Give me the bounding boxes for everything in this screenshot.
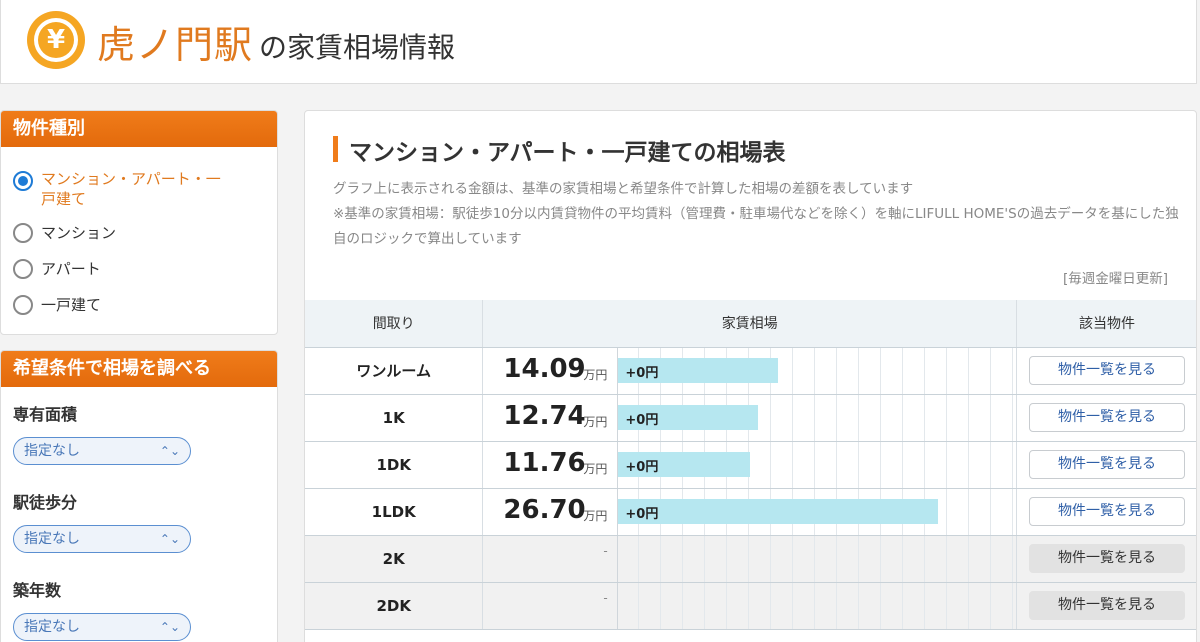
rent-unit: 万円 [583,508,608,523]
radio-icon [13,295,33,315]
rent-unit: 万円 [583,367,608,382]
view-listings-button[interactable]: 物件一覧を見る [1029,403,1185,432]
conditions-panel: 希望条件で相場を調べる 専有面積 指定なし ⌃⌄ 駅徒歩分 指定なし ⌃⌄ 築年… [0,350,278,642]
table-row: 1K 12.74 万円 +0円 物件一覧を見る [305,394,1196,442]
action-cell: 物件一覧を見る [1016,347,1196,395]
action-cell: 物件一覧を見る [1016,441,1196,489]
radio-house[interactable]: 一戸建て [1,293,277,317]
chevron-updown-icon: ⌃⌄ [159,444,180,458]
action-cell: 物件一覧を見る [1016,582,1196,630]
rent-price: 11.76 [503,447,586,478]
chart-grid [617,582,1018,629]
rent-empty: - [603,543,608,558]
view-listings-button[interactable]: 物件一覧を見る [1029,497,1185,526]
station-name: 虎ノ門駅 [97,23,254,67]
rent-diff: +0円 [625,412,659,428]
table-row: 2K - 物件一覧を見る [305,535,1196,583]
layout-cell: 2DK [305,582,484,630]
view-listings-button[interactable]: 物件一覧を見る [1029,591,1185,620]
table-row: 2DK - 物件一覧を見る [305,582,1196,630]
area-label: 専有面積 [13,405,78,424]
rent-price: 12.74 [503,400,586,431]
rent-empty: - [603,590,608,605]
view-listings-button[interactable]: 物件一覧を見る [1029,450,1185,479]
radio-apartment[interactable]: アパート [1,257,277,281]
rent-unit: 万円 [583,414,608,429]
radio-checked-icon [13,171,33,191]
description: グラフ上に表示される金額は、基準の家賃相場と希望条件で計算した相場の差額を表して… [333,177,1183,252]
action-cell: 物件一覧を見る [1016,535,1196,583]
rent-bar [618,357,779,383]
layout-cell: 1K [305,394,484,442]
age-label: 築年数 [13,581,62,600]
rent-cell: 26.70 万円 +0円 [482,488,1018,536]
radio-mansion[interactable]: マンション [1,221,277,245]
property-type-panel: 物件種別 マンション・アパート・一戸建て マンション アパート 一戸建て [0,110,278,335]
desc-line-2: ※基準の家賃相場：駅徒歩10分以内賃貸物件の平均賃料（管理費・駐車場代などを除く… [333,206,1179,247]
rent-price: 26.70 [503,494,586,525]
chart-grid [617,535,1018,582]
rent-price: 14.09 [503,353,586,384]
area-select[interactable]: 指定なし ⌃⌄ [13,437,191,465]
action-cell: 物件一覧を見る [1016,488,1196,536]
rent-bar [618,404,759,430]
header-layout: 間取り [305,300,484,348]
layout-cell: 1DK [305,441,484,489]
update-note: [毎週金曜日更新] [1062,271,1168,287]
rent-cell: - [482,535,1018,583]
header-rent: 家賃相場 [482,300,1017,348]
rent-bar [618,498,939,524]
age-select[interactable]: 指定なし ⌃⌄ [13,613,191,641]
chevron-updown-icon: ⌃⌄ [159,620,180,634]
conditions-title: 希望条件で相場を調べる [1,351,277,387]
table-row: 1LDK 26.70 万円 +0円 物件一覧を見る [305,488,1196,536]
rent-diff: +0円 [625,459,659,475]
rent-bar [618,451,751,477]
table-row: 1DK 11.76 万円 +0円 物件一覧を見る [305,441,1196,489]
rent-cell: 14.09 万円 +0円 [482,347,1018,395]
radio-icon [13,223,33,243]
layout-cell: ワンルーム [305,347,484,395]
view-listings-button[interactable]: 物件一覧を見る [1029,356,1185,385]
page-title-suffix: の家賃相場情報 [259,31,456,64]
radio-icon [13,259,33,279]
rent-diff: +0円 [625,506,659,522]
rent-cell: - [482,582,1018,630]
desc-line-1: グラフ上に表示される金額は、基準の家賃相場と希望条件で計算した相場の差額を表して… [333,181,914,197]
yen-icon: ¥ [27,11,85,69]
rent-diff: +0円 [625,365,659,381]
rent-cell: 12.74 万円 +0円 [482,394,1018,442]
header-properties: 該当物件 [1016,300,1196,348]
rent-table-panel: マンション・アパート・一戸建ての相場表 グラフ上に表示される金額は、基準の家賃相… [304,110,1197,642]
rent-cell: 11.76 万円 +0円 [482,441,1018,489]
page-header: ¥ 虎ノ門駅 の家賃相場情報 [0,0,1197,84]
property-type-title: 物件種別 [1,111,277,147]
rent-table: 間取り 家賃相場 該当物件 ワンルーム 14.09 万円 +0円 物件一覧を見る 1K 12… [305,300,1196,630]
action-cell: 物件一覧を見る [1016,394,1196,442]
layout-cell: 1LDK [305,488,484,536]
walk-label: 駅徒歩分 [13,493,78,512]
walk-select[interactable]: 指定なし ⌃⌄ [13,525,191,553]
table-row: ワンルーム 14.09 万円 +0円 物件一覧を見る [305,347,1196,395]
chevron-updown-icon: ⌃⌄ [159,532,180,546]
section-title: マンション・アパート・一戸建ての相場表 [333,133,786,167]
radio-all-types[interactable]: マンション・アパート・一戸建て [1,169,277,209]
layout-cell: 2K [305,535,484,583]
view-listings-button[interactable]: 物件一覧を見る [1029,544,1185,573]
rent-unit: 万円 [583,461,608,476]
